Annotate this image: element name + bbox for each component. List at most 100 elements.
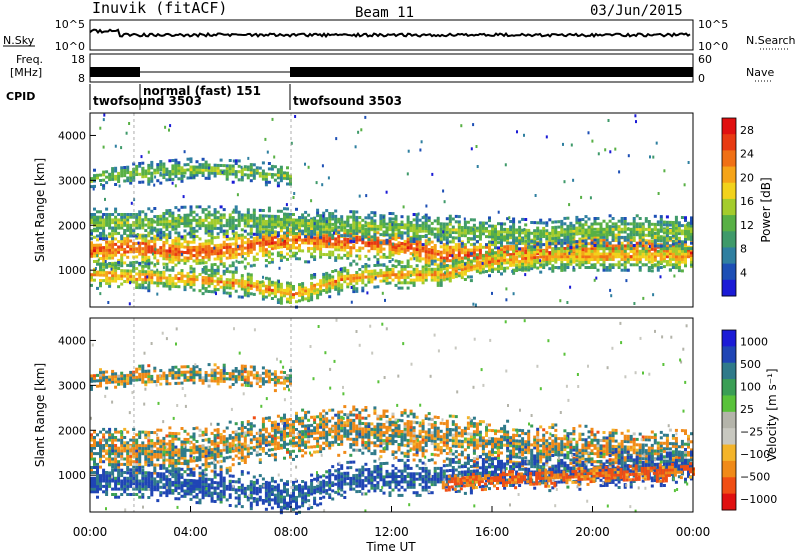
heatmap-cell <box>114 169 118 173</box>
heatmap-cell <box>436 250 440 253</box>
heatmap-cell <box>545 257 549 261</box>
heatmap-cell <box>189 270 193 274</box>
heatmap-cell <box>623 244 627 248</box>
heatmap-cell <box>504 163 507 167</box>
heatmap-cell <box>442 272 446 276</box>
heatmap-cell <box>99 126 102 130</box>
heatmap-cell <box>321 164 324 168</box>
heatmap-cell <box>298 299 301 303</box>
heatmap-cell <box>454 220 458 224</box>
heatmap-cell <box>412 229 416 233</box>
heatmap-cell <box>328 239 332 243</box>
heatmap-cell <box>264 284 268 288</box>
heatmap-cell <box>111 175 115 179</box>
heatmap-cell <box>225 237 229 241</box>
heatmap-cell <box>475 226 479 230</box>
heatmap-cell <box>349 215 353 219</box>
heatmap-cell <box>584 228 588 232</box>
heatmap-cell <box>346 234 350 238</box>
heatmap-cell <box>617 244 621 248</box>
heatmap-cell <box>331 286 335 290</box>
heatmap-cell <box>638 255 642 259</box>
heatmap-cell <box>370 239 374 242</box>
heatmap-cell <box>195 259 199 263</box>
heatmap-cell <box>150 220 154 224</box>
heatmap-cell <box>150 281 154 285</box>
heatmap-cell <box>150 226 154 229</box>
heatmap-cell <box>584 223 588 227</box>
heatmap-cell <box>222 216 226 220</box>
heatmap-cell <box>213 246 216 250</box>
heatmap-cell <box>358 268 362 271</box>
heatmap-cell <box>509 255 513 259</box>
heatmap-cell <box>165 235 169 239</box>
heatmap-cell <box>105 273 109 277</box>
heatmap-cell <box>267 290 271 294</box>
heatmap-cell <box>150 245 154 249</box>
heatmap-cell <box>668 249 672 253</box>
heatmap-cell <box>144 212 148 216</box>
heatmap-cell <box>171 258 175 261</box>
heatmap-cell <box>485 227 488 230</box>
heatmap-cell <box>578 247 582 251</box>
heatmap-cell <box>337 289 341 293</box>
heatmap-cell <box>316 239 320 243</box>
heatmap-cell <box>168 222 172 226</box>
heatmap-cell <box>385 190 388 194</box>
heatmap-cell <box>319 219 323 223</box>
heatmap-cell <box>264 172 268 176</box>
heatmap-cell <box>665 249 669 253</box>
heatmap-cell <box>623 219 627 223</box>
heatmap-cell <box>677 249 681 253</box>
heatmap-cell <box>298 216 301 219</box>
heatmap-cell <box>264 242 268 246</box>
heatmap-cell <box>258 233 262 237</box>
heatmap-cell <box>617 255 621 259</box>
heatmap-cell <box>328 233 332 237</box>
heatmap-cell <box>240 287 244 291</box>
heatmap-cell <box>551 240 555 243</box>
heatmap-cell <box>105 223 109 227</box>
heatmap-cell <box>232 208 235 212</box>
heatmap-cell <box>343 220 347 224</box>
heatmap-cell <box>506 241 510 245</box>
heatmap-cell <box>466 275 470 279</box>
heatmap-cell <box>168 274 172 277</box>
heatmap-cell <box>403 250 407 254</box>
heatmap-cell <box>352 218 356 222</box>
heatmap-cell <box>635 252 639 256</box>
heatmap-cell <box>144 281 148 284</box>
colorbar-tick-label: 12 <box>740 219 754 232</box>
heatmap-cell <box>626 235 630 239</box>
heatmap-cell <box>596 257 600 261</box>
heatmap-cell <box>448 222 452 226</box>
heatmap-cell <box>162 284 166 288</box>
heatmap-cell <box>590 230 594 234</box>
heatmap-cell <box>448 279 452 283</box>
heatmap-cell <box>111 438 115 442</box>
heatmap-cell <box>216 163 220 167</box>
heatmap-cell <box>162 214 166 218</box>
heatmap-cell <box>298 246 301 250</box>
heatmap-cell <box>557 266 561 269</box>
heatmap-cell <box>255 166 259 170</box>
heatmap-cell <box>114 177 118 181</box>
heatmap-cell <box>334 209 338 213</box>
heatmap-cell <box>189 213 193 217</box>
heatmap-cell <box>587 247 591 251</box>
heatmap-cell <box>162 281 166 285</box>
heatmap-cell <box>165 281 169 285</box>
heatmap-cell <box>228 159 232 162</box>
heatmap-cell <box>129 277 133 281</box>
heatmap-cell <box>117 174 121 178</box>
heatmap-cell <box>313 230 317 234</box>
heatmap-cell <box>267 209 271 213</box>
heatmap-cell <box>566 257 570 261</box>
heatmap-cell <box>433 259 437 263</box>
heatmap-cell <box>96 262 99 266</box>
heatmap-cell <box>325 290 329 294</box>
heatmap-cell <box>505 287 508 291</box>
heatmap-cell <box>234 175 238 179</box>
heatmap-cell <box>270 222 274 226</box>
heatmap-cell <box>213 279 217 283</box>
